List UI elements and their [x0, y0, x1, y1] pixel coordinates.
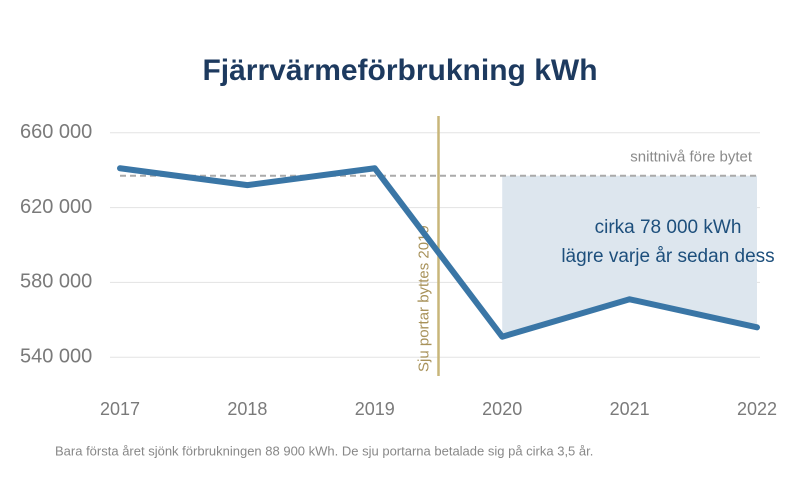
chart-title: Fjärrvärmeförbrukning kWh [202, 54, 597, 87]
reference-label: snittnivå före bytet [630, 149, 753, 166]
x-tick-label: 2020 [482, 399, 522, 419]
x-tick-label: 2019 [355, 399, 395, 419]
y-tick-label: 660 000 [20, 121, 92, 143]
data-line [117, 165, 760, 340]
y-tick-label: 540 000 [20, 346, 92, 368]
y-tick-label: 620 000 [20, 196, 92, 218]
x-tick-label: 2022 [737, 399, 777, 419]
x-tick-label: 2017 [100, 399, 140, 419]
marker-label: Sju portar byttes 2019 [415, 225, 432, 372]
x-tick-label: 2018 [227, 399, 267, 419]
footnote: Bara första året sjönk förbrukningen 88 … [55, 443, 593, 458]
annotation: lägre varje år sedan dess [561, 246, 774, 267]
annotation: cirka 78 000 kWh [595, 217, 742, 238]
y-tick-label: 580 000 [20, 271, 92, 293]
shaded-area [502, 175, 757, 337]
x-tick-label: 2021 [610, 399, 650, 419]
